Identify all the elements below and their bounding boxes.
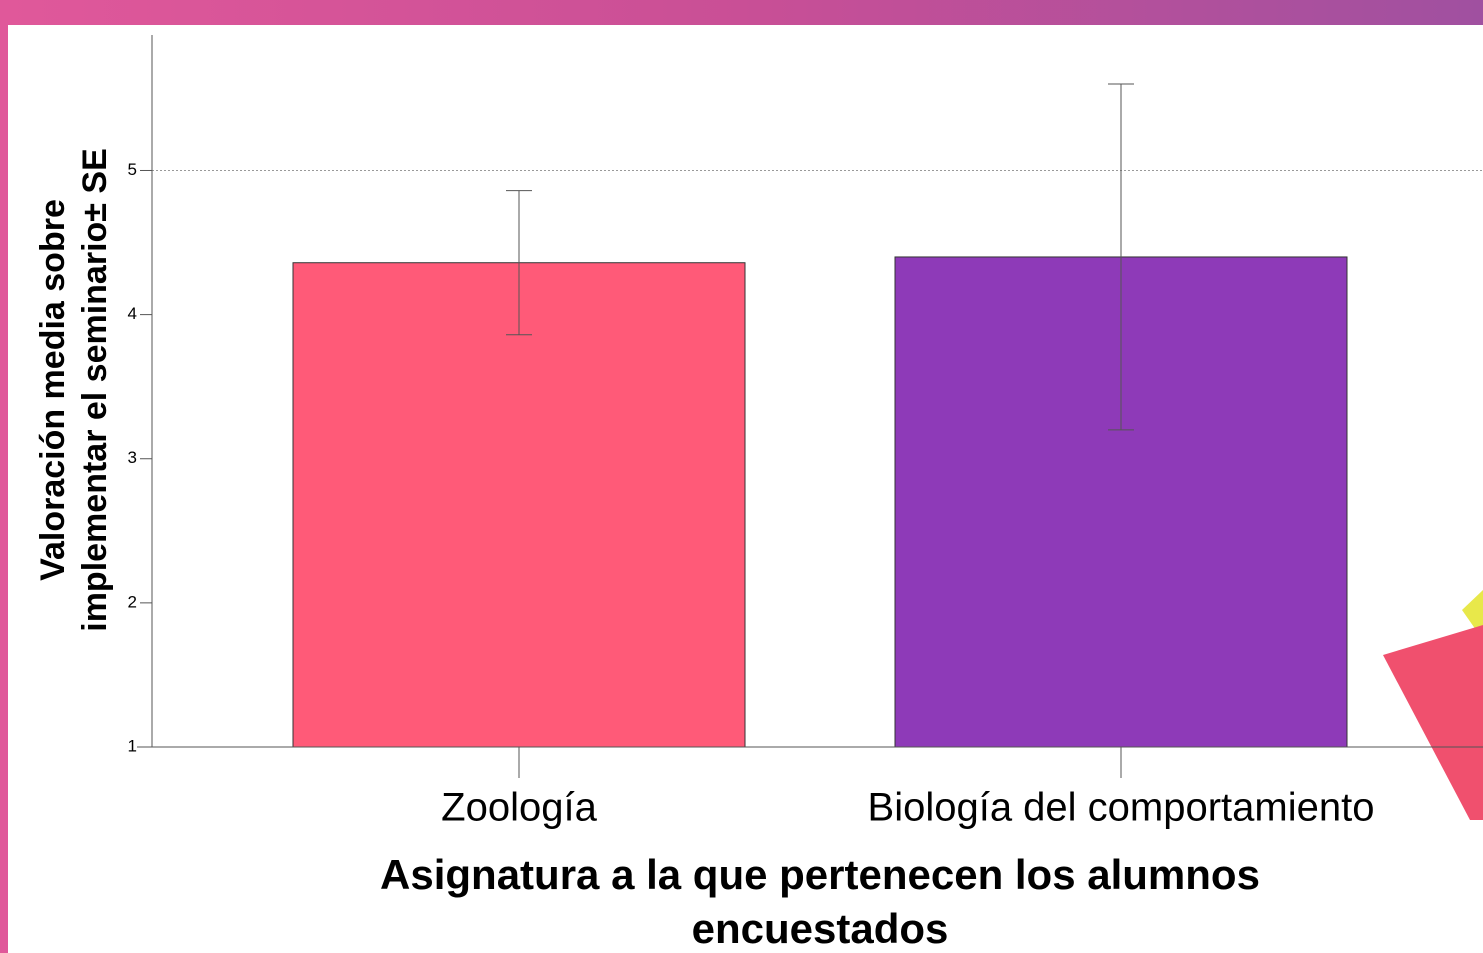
y-tick-label: 3 [128, 448, 137, 467]
y-tick-label: 5 [128, 160, 137, 179]
x-axis-title: Asignatura a la que pertenecen los alumn… [380, 851, 1260, 898]
x-axis-title: encuestados [692, 905, 949, 952]
y-axis-title-line: Valoración media sobre [34, 199, 72, 581]
y-axis-title-line: implementar el seminario± SE [76, 148, 114, 632]
page: {"chart_data": { "type": "bar", "y_label… [0, 0, 1483, 953]
x-tick-label: Zoología [441, 786, 597, 830]
y-tick-label: 2 [128, 592, 137, 611]
y-tick-label: 1 [128, 736, 137, 755]
y-tick-label: 4 [128, 304, 137, 323]
bar [293, 263, 745, 747]
x-tick-label: Biología del comportamiento [868, 786, 1375, 830]
chart: Valoración media sobre implementar el se… [0, 0, 1483, 953]
